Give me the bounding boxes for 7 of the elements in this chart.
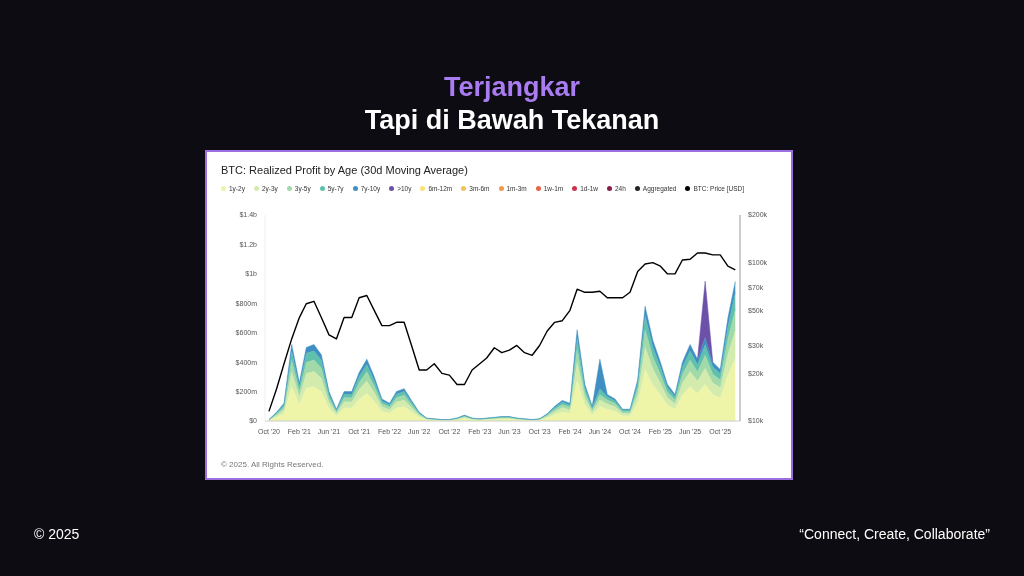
text: © 2025 [34, 526, 80, 542]
text: Tapi di Bawah Tekanan [363, 105, 661, 136]
line-series [268, 252, 736, 413]
text: Terjangkar [442, 72, 582, 103]
text: “Connect, Create, Collaborate” [799, 526, 990, 542]
text: © 2025. All Rights Reserved. [221, 460, 324, 469]
chart-title: BTC: Realized Profit by Age (30d Moving Average) [221, 164, 468, 176]
